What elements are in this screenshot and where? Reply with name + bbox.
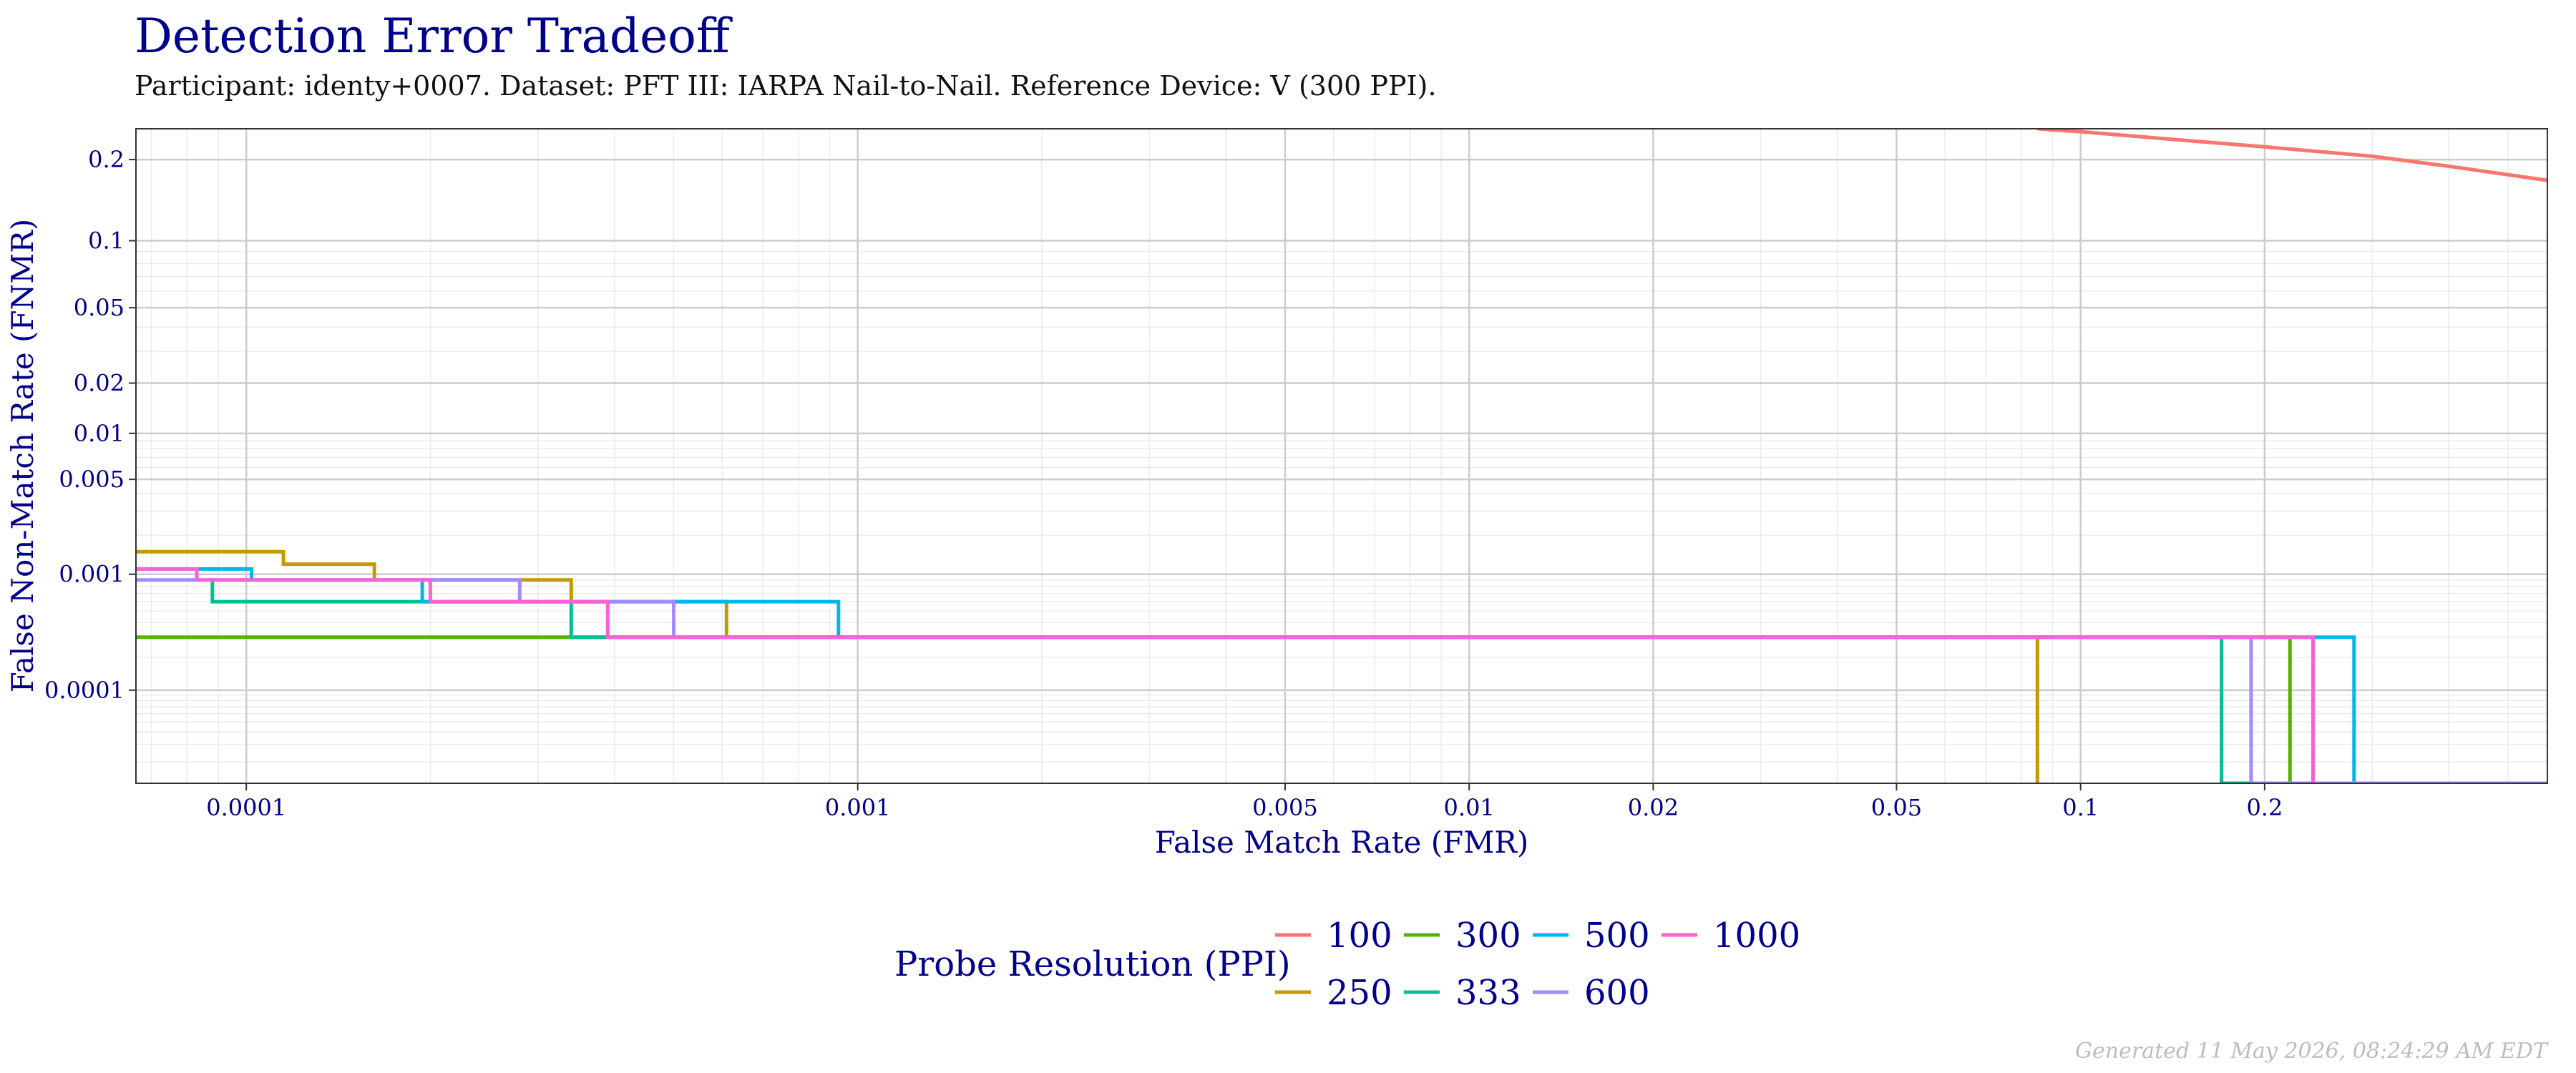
series-lines <box>136 129 2547 783</box>
legend: 100 250 300 333 500 600 1000 <box>1275 916 1800 1013</box>
minor-gridlines <box>136 129 2547 783</box>
y-tick-label: 0.1 <box>88 227 125 254</box>
major-gridlines <box>136 129 2547 783</box>
legend-label-1000: 1000 <box>1713 916 1800 956</box>
x-tick-label: 0.1 <box>2062 794 2099 821</box>
legend-item-600: 600 <box>1533 973 1650 1013</box>
legend-label-100: 100 <box>1327 916 1392 956</box>
legend-label-500: 500 <box>1584 916 1650 956</box>
legend-item-100: 100 <box>1275 916 1392 956</box>
series-line-600 <box>136 578 2547 783</box>
x-tick-label: 0.0001 <box>206 794 286 821</box>
y-tick-label: 0.2 <box>88 146 125 173</box>
x-tick-label: 0.01 <box>1444 794 1495 821</box>
y-tick-label: 0.01 <box>74 420 125 447</box>
chart-title: Detection Error Tradeoff <box>135 9 730 64</box>
legend-item-300: 300 <box>1404 916 1521 956</box>
legend-label-300: 300 <box>1455 916 1521 956</box>
legend-item-250: 250 <box>1275 973 1392 1013</box>
x-tick-label: 0.2 <box>2246 794 2283 821</box>
chart-subtitle: Participant: identy+0007. Dataset: PFT I… <box>135 70 1437 102</box>
legend-label-250: 250 <box>1327 973 1392 1013</box>
x-tick-label: 0.02 <box>1628 794 1679 821</box>
y-axis-title: False Non-Match Rate (FNMR) <box>5 219 40 693</box>
series-line-333 <box>210 579 2547 783</box>
x-axis-ticks: 0.0001 0.001 0.005 0.01 0.02 0.05 0.1 0.2 <box>206 783 2283 821</box>
series-line-1000 <box>136 567 2315 783</box>
generated-timestamp: Generated 11 May 2026, 08:24:29 AM EDT <box>2075 1039 2547 1064</box>
legend-item-500: 500 <box>1533 916 1650 956</box>
legend-title: Probe Resolution (PPI) <box>894 944 1291 984</box>
y-tick-label: 0.0001 <box>44 677 125 704</box>
y-tick-label: 0.001 <box>59 561 125 588</box>
x-tick-label: 0.001 <box>825 794 891 821</box>
x-tick-label: 0.05 <box>1871 794 1922 821</box>
x-axis-title: False Match Rate (FMR) <box>1155 825 1529 860</box>
legend-label-600: 600 <box>1584 973 1650 1013</box>
x-tick-label: 0.005 <box>1252 794 1318 821</box>
y-axis-ticks: 0.0001 0.001 0.005 0.01 0.02 0.05 0.1 0.2 <box>44 146 136 704</box>
y-tick-label: 0.005 <box>59 466 125 493</box>
y-tick-label: 0.05 <box>74 294 125 321</box>
legend-item-1000: 1000 <box>1662 916 1800 956</box>
legend-item-333: 333 <box>1404 973 1521 1013</box>
y-tick-label: 0.02 <box>74 370 125 397</box>
plot-panel-border <box>135 128 2548 784</box>
series-line-100 <box>2037 129 2547 182</box>
legend-label-333: 333 <box>1455 973 1521 1013</box>
